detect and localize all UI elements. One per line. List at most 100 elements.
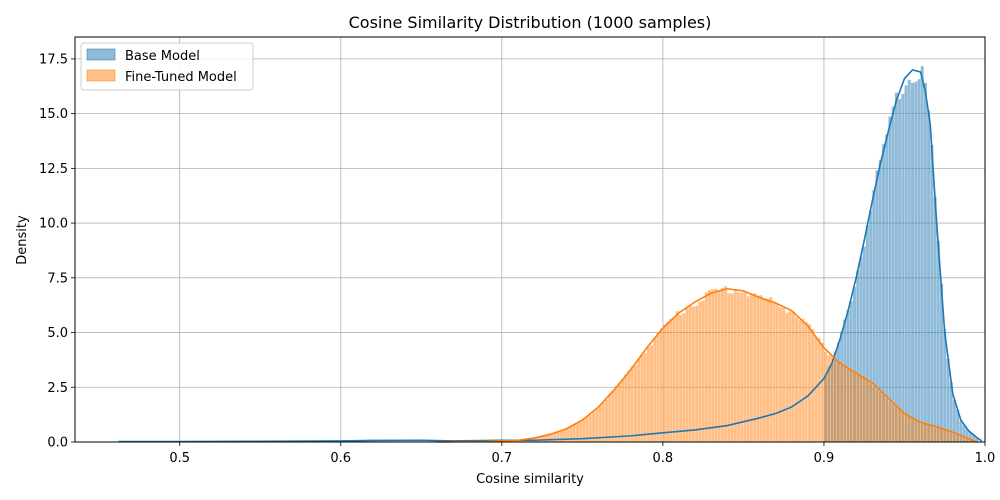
histogram-bar xyxy=(804,321,808,443)
histogram-bar xyxy=(636,358,641,443)
histogram-bar xyxy=(930,144,934,443)
histogram-bar xyxy=(901,411,905,443)
histogram-bar xyxy=(846,366,850,443)
histogram-bar xyxy=(714,288,718,443)
y-tick-label: 7.5 xyxy=(47,271,68,286)
y-tick-label: 2.5 xyxy=(47,381,68,396)
histogram-bar xyxy=(756,295,760,443)
histogram-bar xyxy=(682,312,686,443)
histogram-bar xyxy=(897,98,902,443)
histogram-bar xyxy=(604,399,609,443)
x-tick-label: 1.0 xyxy=(975,451,996,466)
histogram-bar xyxy=(849,369,854,443)
histogram-bar xyxy=(669,318,673,443)
histogram-bar xyxy=(601,402,606,443)
histogram-bar xyxy=(759,294,763,443)
histogram-bars-fine-tuned-model xyxy=(437,285,976,443)
histogram-bar xyxy=(801,318,805,443)
histogram-bar xyxy=(930,425,934,443)
histogram-bar xyxy=(617,382,622,443)
histogram-bar xyxy=(843,366,847,443)
histogram-bar xyxy=(891,403,895,443)
histogram-bar xyxy=(904,85,908,443)
histogram-bar xyxy=(778,306,783,443)
histogram-bar xyxy=(643,352,647,443)
histogram-bar xyxy=(694,305,699,443)
histogram-bar xyxy=(856,373,860,443)
histogram-bar xyxy=(630,366,635,443)
histogram-bar xyxy=(798,320,802,443)
legend-label-base-model: Base Model xyxy=(125,49,200,64)
y-tick-label: 10.0 xyxy=(39,217,68,232)
histogram-bar xyxy=(868,381,873,443)
histogram-bar xyxy=(884,397,889,443)
histogram-bar xyxy=(888,116,892,443)
histogram-bar xyxy=(772,301,776,443)
histogram-bar xyxy=(917,421,921,443)
histogram-bar xyxy=(769,296,773,443)
histogram-bar xyxy=(939,428,944,443)
histogram-bar xyxy=(614,385,618,443)
histogram-bar xyxy=(765,298,770,443)
histogram-bar xyxy=(833,359,837,443)
kde-line-base-model xyxy=(118,68,983,443)
histogram-bar xyxy=(788,311,792,443)
histogram-bar xyxy=(743,292,747,443)
histogram-bar xyxy=(607,393,612,443)
histogram-bar xyxy=(839,365,844,443)
histogram-bar xyxy=(891,106,895,443)
histogram-bar xyxy=(556,431,560,443)
histogram-bar xyxy=(730,293,734,443)
histogram-bar xyxy=(685,308,689,443)
x-tick-label: 0.8 xyxy=(653,451,674,466)
histogram-bar xyxy=(910,82,915,443)
histogram-bar xyxy=(926,110,931,443)
histogram-bar xyxy=(862,375,866,443)
histogram-bar xyxy=(662,324,667,443)
histogram-bar xyxy=(807,324,812,443)
histogram-bar xyxy=(949,431,953,443)
histogram-bar xyxy=(907,79,912,443)
x-axis-ticks: 0.5 0.6 0.7 0.8 0.9 1.0 xyxy=(169,442,995,466)
histogram-bar xyxy=(627,370,631,443)
x-tick-label: 0.5 xyxy=(169,451,190,466)
histogram-bar xyxy=(649,345,654,443)
histogram-bar xyxy=(688,305,693,443)
histogram-bar xyxy=(620,378,625,443)
histogram-bar xyxy=(624,374,628,443)
histogram-bar xyxy=(872,386,876,443)
y-tick-label: 15.0 xyxy=(39,107,68,122)
histogram-bar xyxy=(698,301,702,443)
legend-swatch-base-model xyxy=(86,48,116,61)
y-tick-label: 12.5 xyxy=(39,162,68,177)
histogram-bar xyxy=(920,65,924,443)
histogram-bar xyxy=(701,300,705,443)
histogram-bar xyxy=(888,400,892,443)
histogram-bar xyxy=(723,285,728,443)
histogram-bar xyxy=(678,314,683,443)
histogram-bar xyxy=(611,390,615,443)
histogram-bar xyxy=(672,317,676,443)
histogram-bar xyxy=(656,331,660,443)
histogram-bar xyxy=(894,405,899,443)
histogram-bar xyxy=(665,321,670,443)
histogram-bar xyxy=(733,290,738,443)
histogram-bar xyxy=(910,417,915,443)
histogram-bar xyxy=(836,362,841,443)
histogram-bar xyxy=(946,430,950,443)
plot-area-frame xyxy=(74,36,986,443)
histogram-bar xyxy=(859,374,863,443)
histogram-bar xyxy=(820,342,825,443)
histogram-bar xyxy=(595,408,599,443)
histogram-bar xyxy=(933,196,937,443)
histogram-bar xyxy=(549,433,554,443)
histogram-bar xyxy=(894,92,899,443)
histogram-bar xyxy=(785,312,789,443)
legend: Base Model Fine-Tuned Model xyxy=(80,42,254,91)
x-tick-label: 0.9 xyxy=(814,451,835,466)
histogram-bar xyxy=(926,424,931,443)
histogram-bar xyxy=(659,328,664,443)
histogram-bar xyxy=(881,394,886,443)
chart-title: Cosine Similarity Distribution (1000 sam… xyxy=(349,13,712,32)
legend-label-fine-tuned-model: Fine-Tuned Model xyxy=(125,70,237,85)
